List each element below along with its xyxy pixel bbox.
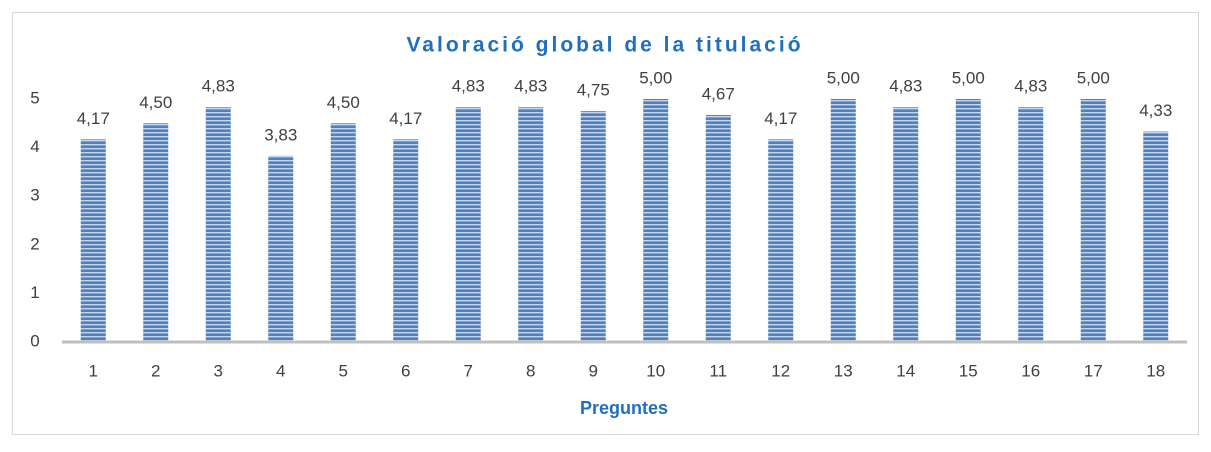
x-tick-label: 9 (589, 361, 598, 380)
bar (580, 111, 606, 343)
x-tick-label: 12 (771, 361, 790, 380)
bar (643, 99, 669, 342)
x-tick-label: 17 (1084, 361, 1103, 380)
x-axis-title: Preguntes (580, 398, 668, 418)
value-label: 5,00 (1077, 68, 1110, 87)
value-label: 4,83 (889, 77, 922, 96)
bar (705, 115, 731, 343)
value-label: 4,83 (202, 77, 235, 96)
bar (143, 123, 169, 342)
value-label: 4,17 (77, 109, 110, 128)
bar (330, 123, 356, 342)
x-tick-label: 14 (896, 361, 915, 380)
x-tick-label: 13 (834, 361, 853, 380)
y-tick-label: 0 (30, 331, 39, 350)
bar (518, 107, 544, 343)
value-label: 4,50 (139, 93, 172, 112)
x-tick-label: 3 (214, 361, 223, 380)
x-tick-label: 6 (401, 361, 410, 380)
value-label: 5,00 (952, 68, 985, 87)
bar (1080, 99, 1106, 342)
value-label: 4,33 (1139, 101, 1172, 120)
x-tick-label: 8 (526, 361, 535, 380)
x-tick-label: 10 (646, 361, 665, 380)
x-tick-label: 1 (89, 361, 98, 380)
bar (80, 139, 106, 342)
value-label: 4,17 (389, 109, 422, 128)
value-label: 4,17 (764, 109, 797, 128)
x-tick-label: 16 (1021, 361, 1040, 380)
x-tick-label: 11 (709, 361, 727, 380)
value-label: 4,83 (1014, 77, 1047, 96)
value-label: 4,75 (577, 81, 610, 100)
bar (205, 107, 231, 343)
x-tick-label: 4 (276, 361, 285, 380)
value-label: 4,50 (327, 93, 360, 112)
value-label: 3,83 (264, 125, 297, 144)
value-label: 5,00 (639, 68, 672, 87)
bar (393, 139, 419, 342)
y-tick-label: 5 (30, 88, 39, 107)
x-tick-label: 18 (1146, 361, 1165, 380)
x-tick-label: 7 (464, 361, 473, 380)
bar (268, 155, 294, 342)
x-tick-label: 15 (959, 361, 978, 380)
bar (455, 107, 481, 343)
bar (1018, 107, 1044, 343)
value-label: 5,00 (827, 68, 860, 87)
y-tick-label: 4 (30, 137, 39, 156)
value-label: 4,67 (702, 85, 735, 104)
chart-title: Valoració global de la titulació (406, 34, 803, 57)
value-label: 4,83 (452, 77, 485, 96)
y-tick-label: 2 (30, 234, 39, 253)
bar (830, 99, 856, 342)
bar (768, 139, 794, 342)
x-tick-label: 2 (151, 361, 160, 380)
value-label: 4,83 (514, 77, 547, 96)
y-tick-label: 1 (30, 283, 39, 302)
bar (893, 107, 919, 343)
bar (955, 99, 981, 342)
x-tick-label: 5 (339, 361, 348, 380)
bar (1143, 131, 1169, 342)
y-tick-label: 3 (30, 186, 39, 205)
